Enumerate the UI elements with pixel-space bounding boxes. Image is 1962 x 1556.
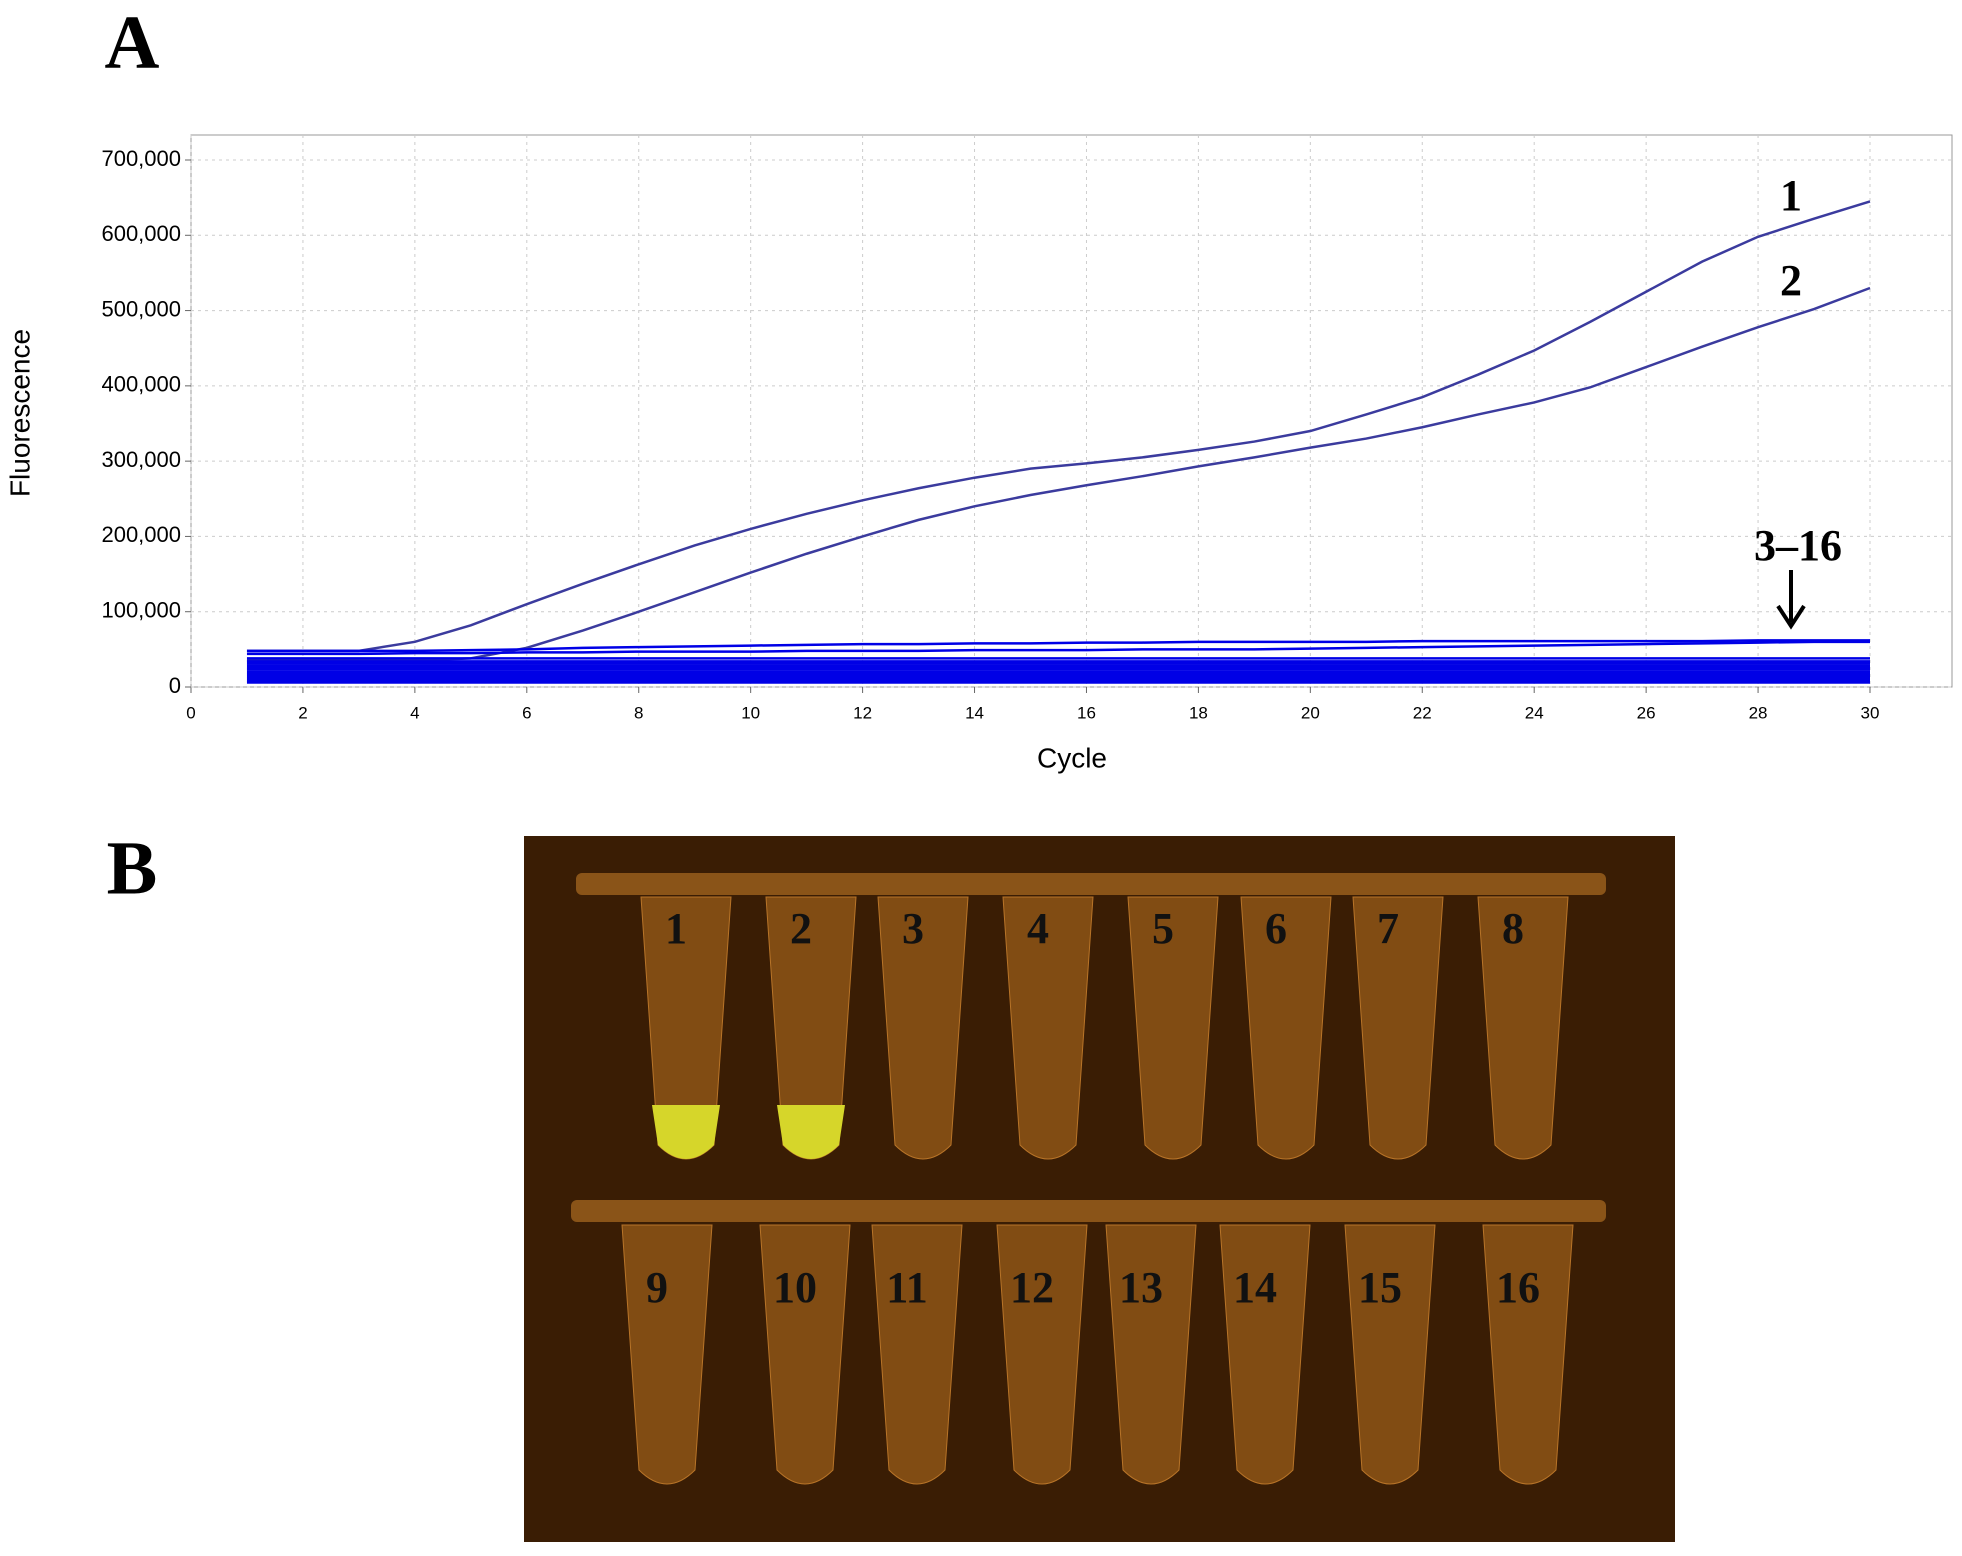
tube-label: 1 (665, 904, 687, 953)
tube (1352, 896, 1444, 1160)
y-tick-label: 0 (169, 673, 181, 698)
tube-label: 4 (1027, 904, 1049, 953)
tube (1219, 1224, 1311, 1485)
x-tick-label: 28 (1749, 703, 1768, 722)
tube-label: 9 (646, 1263, 668, 1312)
annotation: 3–16 (1754, 521, 1842, 570)
x-tick-label: 22 (1413, 703, 1432, 722)
x-axis-label: Cycle (1037, 742, 1107, 773)
tube-label: 10 (773, 1263, 817, 1312)
tube (877, 896, 969, 1160)
series-label: 2 (1780, 256, 1802, 305)
tube (1105, 1224, 1197, 1485)
tube-label: 7 (1377, 904, 1399, 953)
tube (1127, 896, 1219, 1160)
y-tick-label: 200,000 (101, 522, 181, 547)
tube-label: 13 (1119, 1263, 1163, 1312)
y-tick-label: 600,000 (101, 221, 181, 246)
x-tick-label: 8 (634, 703, 643, 722)
y-tick-label: 400,000 (101, 372, 181, 397)
tube-liquid (777, 1105, 845, 1159)
x-tick-label: 16 (1077, 703, 1096, 722)
tube-label: 8 (1502, 904, 1524, 953)
y-tick-label: 300,000 (101, 447, 181, 472)
series-line (246, 640, 1870, 656)
tube (871, 1224, 963, 1485)
x-tick-label: 10 (741, 703, 760, 722)
x-tick-label: 2 (298, 703, 307, 722)
y-axis-label: Fluorescence (4, 329, 35, 497)
tube-label: 3 (902, 904, 924, 953)
panel-label: A (105, 0, 160, 84)
tube-strip (576, 873, 1606, 895)
tube-label: 2 (790, 904, 812, 953)
tube (1344, 1224, 1436, 1485)
tube-label: 15 (1358, 1263, 1402, 1312)
y-tick-label: 500,000 (101, 296, 181, 321)
panel-label: B (107, 826, 158, 910)
x-tick-label: 20 (1301, 703, 1320, 722)
tube (1002, 896, 1094, 1160)
x-tick-label: 18 (1189, 703, 1208, 722)
tube-liquid (652, 1105, 720, 1159)
tube-label: 6 (1265, 904, 1287, 953)
x-tick-label: 0 (186, 703, 195, 722)
x-tick-label: 24 (1525, 703, 1544, 722)
y-tick-label: 700,000 (101, 146, 181, 171)
y-tick-label: 100,000 (101, 598, 181, 623)
series-line (246, 639, 1870, 653)
tube (1240, 896, 1332, 1160)
tube (1477, 896, 1569, 1160)
tube-label: 5 (1152, 904, 1174, 953)
tube-label: 14 (1233, 1263, 1277, 1312)
tube (996, 1224, 1088, 1485)
x-tick-label: 4 (410, 703, 419, 722)
x-tick-label: 14 (965, 703, 984, 722)
series-label: 1 (1780, 171, 1802, 220)
tube (1482, 1224, 1574, 1485)
annotation-arrowhead (1776, 604, 1806, 630)
plot-frame (190, 134, 1953, 688)
x-tick-label: 26 (1637, 703, 1656, 722)
series-line (246, 200, 1871, 653)
tube-label: 16 (1496, 1263, 1540, 1312)
tube-label: 11 (886, 1263, 928, 1312)
tube-label: 12 (1010, 1263, 1054, 1312)
tube-strip (571, 1200, 1606, 1222)
x-tick-label: 12 (853, 703, 872, 722)
tube (621, 1224, 713, 1485)
x-tick-label: 30 (1861, 703, 1880, 722)
x-tick-label: 6 (522, 703, 531, 722)
tube (759, 1224, 851, 1485)
